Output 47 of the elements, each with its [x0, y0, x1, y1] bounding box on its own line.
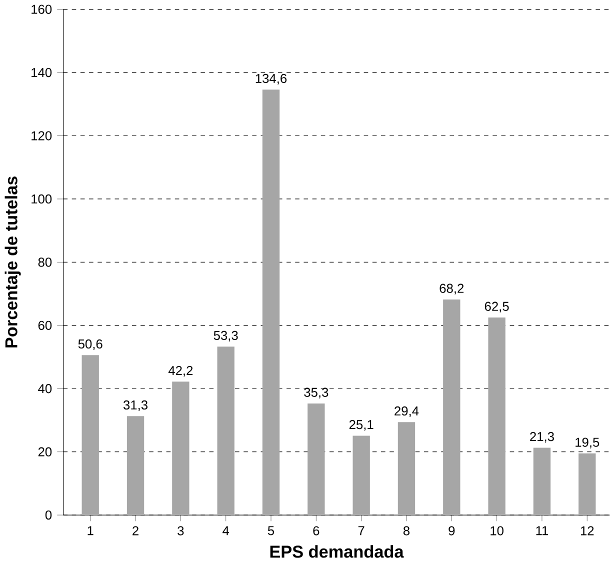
y-tick-label: 20: [38, 447, 52, 457]
bar: [126, 416, 144, 516]
x-tick-label: 2: [132, 526, 138, 536]
x-tick-label: 8: [403, 526, 410, 536]
data-label: 25,1: [349, 420, 374, 431]
bar: [172, 382, 190, 516]
data-label: 42,2: [168, 366, 193, 377]
y-tick-label: 160: [32, 4, 52, 14]
bar: [533, 448, 551, 516]
x-tick-label: 7: [358, 526, 364, 536]
data-label: 68,2: [440, 284, 464, 295]
data-label: 19,5: [576, 438, 600, 449]
data-label: 35,3: [304, 388, 328, 399]
y-tick-label: 100: [32, 194, 52, 204]
x-tick-label: 5: [268, 526, 274, 536]
bar: [217, 346, 234, 516]
data-label: 31,3: [123, 400, 148, 412]
bar: [488, 318, 506, 516]
y-tick-label: 40: [38, 384, 52, 394]
data-label: 53,3: [214, 331, 238, 342]
x-tick-label: 11: [536, 526, 548, 536]
x-tick-label: 1: [88, 526, 94, 536]
bar: [308, 404, 325, 516]
x-tick-label: 4: [222, 526, 230, 536]
y-tick-label: 80: [38, 258, 52, 267]
y-tick-label: 60: [38, 321, 52, 330]
bar: [82, 355, 99, 516]
y-tick-label: 140: [32, 68, 52, 78]
x-tick-label: 12: [580, 526, 594, 536]
y-tick-label: 0: [45, 510, 52, 520]
x-axis-title: EPS demandada: [270, 545, 404, 558]
data-label: 21,3: [530, 432, 554, 443]
data-label: 134,6: [256, 74, 287, 85]
y-axis-title: Porcentaje de tutelas: [4, 176, 21, 348]
data-label: 62,5: [484, 302, 509, 313]
x-tick-label: 3: [178, 526, 184, 536]
bar: [262, 90, 280, 516]
bar: [352, 436, 370, 516]
bar: [398, 422, 416, 516]
x-tick-label: 6: [313, 526, 320, 536]
y-tick-label: 120: [32, 131, 52, 141]
data-label: 50,6: [78, 340, 102, 350]
bar: [578, 454, 596, 516]
data-label: 29,4: [394, 406, 419, 418]
x-tick-label: 10: [490, 526, 504, 536]
bar: [443, 300, 460, 516]
x-tick-label: 9: [448, 526, 455, 536]
